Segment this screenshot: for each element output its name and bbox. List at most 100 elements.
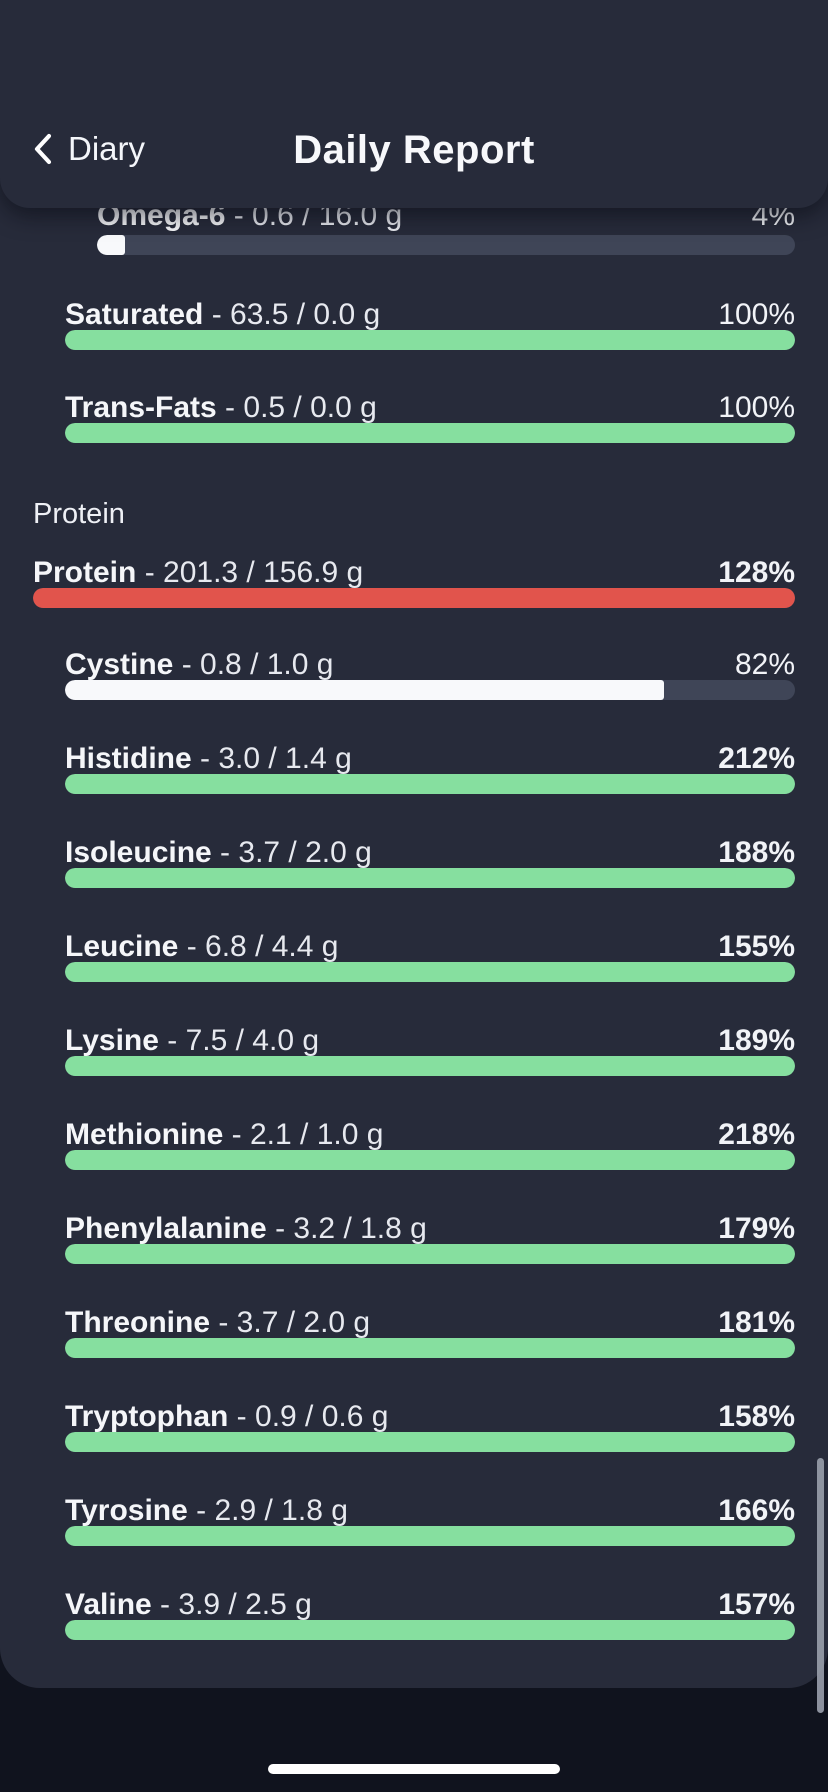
nutrient-row-line: Histidine - 3.0 / 1.4 g 212% (65, 742, 795, 776)
nutrient-title: Isoleucine - 3.7 / 2.0 g (65, 836, 372, 870)
nutrient-row-line: Methionine - 2.1 / 1.0 g 218% (65, 1118, 795, 1152)
nutrient-title: Histidine - 3.0 / 1.4 g (65, 742, 352, 776)
nutrient-amount: - 7.5 / 4.0 g (158, 1024, 320, 1057)
nutrient-percent: 82% (734, 648, 795, 681)
nutrient-row-line: Phenylalanine - 3.2 / 1.8 g 179% (65, 1212, 795, 1246)
back-button[interactable]: Diary (30, 130, 145, 168)
nutrient-amount: - 201.3 / 156.9 g (136, 556, 364, 589)
nutrient-name: Trans-Fats (65, 391, 217, 424)
nutrient-percent: 188% (718, 836, 795, 869)
nutrient-amount: - 3.7 / 2.0 g (211, 836, 372, 869)
nutrient-row: Isoleucine - 3.7 / 2.0 g 188% (65, 836, 795, 888)
nutrient-name: Methionine (65, 1118, 224, 1151)
nutrient-amount: - 2.1 / 1.0 g (223, 1118, 384, 1151)
nutrient-progress-bar (65, 1244, 795, 1264)
nutrient-title: Protein - 201.3 / 156.9 g (33, 556, 363, 590)
nutrient-row: Saturated - 63.5 / 0.0 g 100% (65, 298, 795, 350)
nutrient-row-line: Tryptophan - 0.9 / 0.6 g 158% (65, 1400, 795, 1434)
nutrient-name: Leucine (65, 930, 179, 963)
progress-fill (65, 962, 795, 982)
page-title: Daily Report (293, 128, 535, 172)
nutrient-row-line: Isoleucine - 3.7 / 2.0 g 188% (65, 836, 795, 870)
nutrient-row: Lysine - 7.5 / 4.0 g 189% (65, 1024, 795, 1076)
nutrient-list: Protein Omega-6 - 0.6 / 16.0 g 4% Saturate… (33, 199, 795, 1640)
nutrient-name: Cystine (65, 648, 174, 681)
nutrient-progress-bar (65, 774, 795, 794)
nutrient-name: Protein (33, 556, 137, 589)
section-header-protein: Protein (33, 498, 125, 530)
progress-fill (65, 1526, 795, 1546)
nutrient-title: Threonine - 3.7 / 2.0 g (65, 1306, 370, 1340)
nutrient-progress-bar (65, 680, 795, 700)
nutrient-amount: - 0.9 / 0.6 g (228, 1400, 389, 1433)
nutrient-progress-bar (65, 962, 795, 982)
nutrient-percent: 212% (718, 742, 795, 775)
nutrient-row-line: Saturated - 63.5 / 0.0 g 100% (65, 298, 795, 332)
nutrient-row: Methionine - 2.1 / 1.0 g 218% (65, 1118, 795, 1170)
nutrient-row-line: Threonine - 3.7 / 2.0 g 181% (65, 1306, 795, 1340)
nutrient-title: Tyrosine - 2.9 / 1.8 g (65, 1494, 348, 1528)
nutrient-row: Leucine - 6.8 / 4.4 g 155% (65, 930, 795, 982)
nutrient-progress-bar (65, 423, 795, 443)
progress-fill (65, 774, 795, 794)
nutrient-row: Trans-Fats - 0.5 / 0.0 g 100% (65, 391, 795, 443)
nutrient-name: Threonine (65, 1306, 211, 1339)
nutrient-title: Trans-Fats - 0.5 / 0.0 g (65, 391, 377, 425)
nutrient-progress-bar (65, 1620, 795, 1640)
nutrient-percent: 179% (718, 1212, 795, 1245)
nutrient-progress-bar (97, 235, 795, 255)
nutrient-row: Threonine - 3.7 / 2.0 g 181% (65, 1306, 795, 1358)
nutrient-row-line: Leucine - 6.8 / 4.4 g 155% (65, 930, 795, 964)
nutrient-amount: - 2.9 / 1.8 g (187, 1494, 348, 1527)
nutrient-percent: 166% (718, 1494, 795, 1527)
nutrient-amount: - 0.5 / 0.0 g (216, 391, 377, 424)
nutrient-amount: - 3.0 / 1.4 g (191, 742, 352, 775)
nutrient-name: Phenylalanine (65, 1212, 267, 1245)
report-card: Protein Omega-6 - 0.6 / 16.0 g 4% Saturate… (0, 0, 828, 1688)
progress-fill (65, 680, 664, 700)
nutrient-row-line: Cystine - 0.8 / 1.0 g 82% (65, 648, 795, 682)
nutrient-progress-bar (33, 588, 795, 608)
nutrient-amount: - 6.8 / 4.4 g (178, 930, 339, 963)
nutrient-name: Isoleucine (65, 836, 212, 869)
nutrient-row-line: Valine - 3.9 / 2.5 g 157% (65, 1588, 795, 1622)
nutrient-title: Phenylalanine - 3.2 / 1.8 g (65, 1212, 427, 1246)
nutrient-title: Lysine - 7.5 / 4.0 g (65, 1024, 319, 1058)
nutrient-title: Leucine - 6.8 / 4.4 g (65, 930, 338, 964)
nutrient-row: Histidine - 3.0 / 1.4 g 212% (65, 742, 795, 794)
nutrient-progress-bar (65, 1056, 795, 1076)
nutrient-row: Valine - 3.9 / 2.5 g 157% (65, 1588, 795, 1640)
nutrient-name: Lysine (65, 1024, 159, 1057)
progress-fill (65, 1432, 795, 1452)
progress-fill (65, 868, 795, 888)
progress-fill (33, 588, 795, 608)
progress-fill (97, 235, 125, 255)
nutrient-progress-bar (65, 1338, 795, 1358)
nutrient-row: Phenylalanine - 3.2 / 1.8 g 179% (65, 1212, 795, 1264)
nutrient-title: Tryptophan - 0.9 / 0.6 g (65, 1400, 388, 1434)
nutrient-amount: - 3.9 / 2.5 g (151, 1588, 312, 1621)
nutrient-row-line: Protein - 201.3 / 156.9 g 128% (33, 556, 795, 590)
nutrient-progress-bar (65, 1150, 795, 1170)
home-indicator[interactable] (268, 1764, 560, 1774)
nutrient-amount: - 3.7 / 2.0 g (210, 1306, 371, 1339)
nutrient-row: Protein - 201.3 / 156.9 g 128% (33, 556, 795, 608)
nutrient-percent: 189% (718, 1024, 795, 1057)
progress-fill (65, 1150, 795, 1170)
nutrient-amount: - 0.8 / 1.0 g (173, 648, 334, 681)
nutrient-name: Tyrosine (65, 1494, 188, 1527)
nutrient-name: Tryptophan (65, 1400, 229, 1433)
nutrient-progress-bar (65, 1526, 795, 1546)
nutrient-title: Methionine - 2.1 / 1.0 g (65, 1118, 383, 1152)
nutrient-percent: 181% (718, 1306, 795, 1339)
chevron-left-icon (30, 132, 56, 166)
header: Diary Daily Report (0, 0, 828, 208)
scrollbar-thumb[interactable] (817, 1458, 824, 1713)
nutrient-percent: 158% (718, 1400, 795, 1433)
nutrient-row-line: Trans-Fats - 0.5 / 0.0 g 100% (65, 391, 795, 425)
nutrient-percent: 157% (718, 1588, 795, 1621)
nutrient-row: Tyrosine - 2.9 / 1.8 g 166% (65, 1494, 795, 1546)
nutrient-name: Histidine (65, 742, 192, 775)
nutrient-title: Cystine - 0.8 / 1.0 g (65, 648, 333, 682)
nutrient-row-line: Lysine - 7.5 / 4.0 g 189% (65, 1024, 795, 1058)
